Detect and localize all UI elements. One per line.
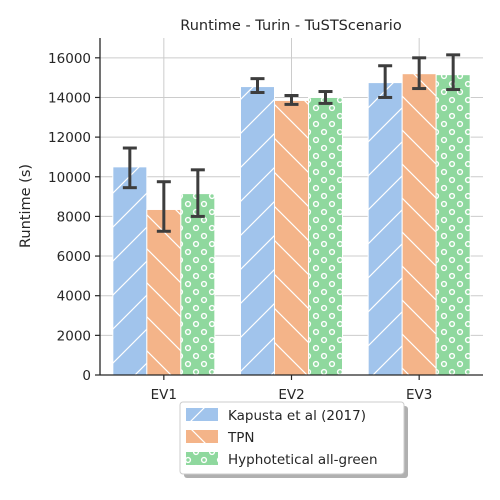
bar <box>240 86 275 376</box>
legend-label: Kapusta et al (2017) <box>228 408 366 424</box>
x-tick-label: EV2 <box>278 387 304 403</box>
y-tick-label: 8000 <box>57 209 91 225</box>
legend-label: Hyphotetical all-green <box>228 452 378 468</box>
bar <box>367 82 403 376</box>
y-ticks: 0 2000 4000 6000 8000 10000 12000 14000 16000 <box>48 51 100 384</box>
y-axis-label: Runtime (s) <box>18 164 34 248</box>
y-tick-label: 16000 <box>48 51 91 67</box>
chart-title: Runtime - Turin - TuSTScenario <box>180 18 402 34</box>
y-tick-label: 14000 <box>48 90 91 106</box>
y-tick-label: 10000 <box>48 170 91 186</box>
y-tick-label: 2000 <box>57 328 91 344</box>
y-tick-label: 6000 <box>57 249 91 265</box>
error-bars-group <box>122 53 461 233</box>
legend: Kapusta et al (2017) TPN Hyphotetical all-… <box>179 401 408 478</box>
bars-group <box>112 73 471 376</box>
bar <box>146 208 182 376</box>
x-ticks: EV1 EV2 EV3 <box>151 375 432 403</box>
x-tick-label: EV1 <box>151 387 177 403</box>
legend-label: TPN <box>227 430 255 446</box>
bar <box>401 73 437 376</box>
legend-swatch <box>186 430 218 443</box>
legend-swatch <box>186 452 218 465</box>
y-tick-label: 0 <box>82 368 91 384</box>
bar <box>112 166 148 376</box>
bar <box>435 74 471 376</box>
y-tick-label: 4000 <box>57 289 91 305</box>
x-tick-label: EV3 <box>406 387 432 403</box>
bar <box>308 96 343 376</box>
bar <box>274 99 309 376</box>
legend-swatch <box>186 408 218 421</box>
bar <box>180 193 216 376</box>
y-tick-label: 12000 <box>48 130 91 146</box>
legend-box <box>179 401 405 475</box>
